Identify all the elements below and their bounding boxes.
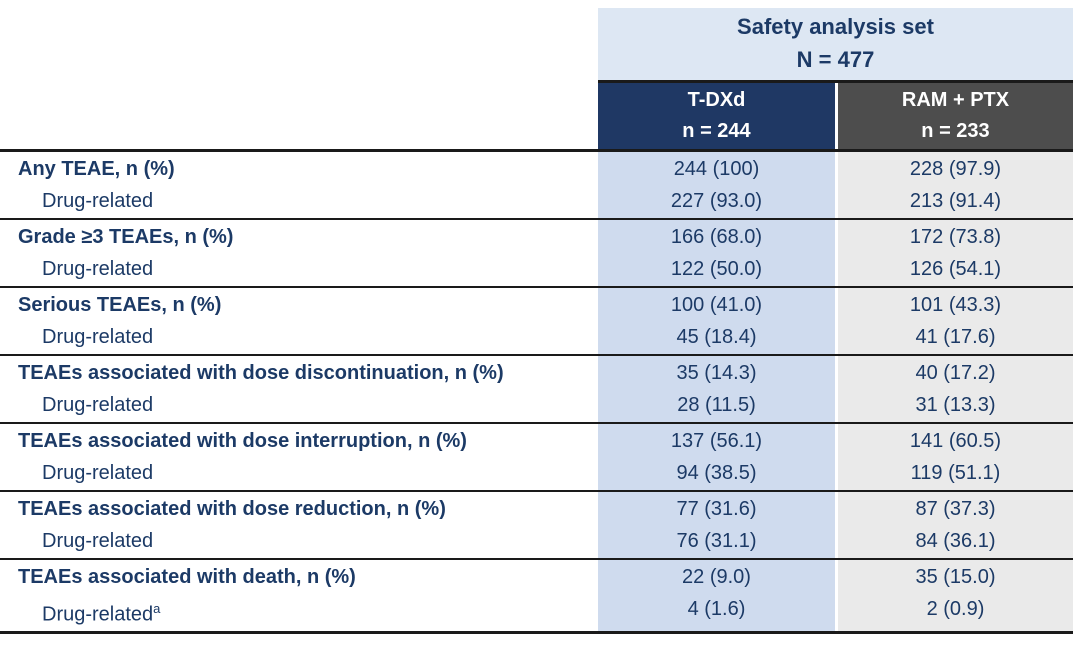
tdxd-value-cell: 244 (100) 227 (93.0) xyxy=(598,152,838,218)
tdxd-value-cell: 166 (68.0) 122 (50.0) xyxy=(598,220,838,286)
tdxd-value: 244 (100) xyxy=(673,158,760,180)
ram-ptx-value: 101 (43.3) xyxy=(909,294,1002,316)
table-row-dose-reduction: TEAEs associated with dose reduction, n … xyxy=(0,492,1073,560)
ram-ptx-n-label: n = 233 xyxy=(921,120,990,142)
column-header-row: T-DXd n = 244 RAM + PTX n = 233 xyxy=(0,80,1073,152)
tdxd-value-cell: 77 (31.6) 76 (31.1) xyxy=(598,492,838,558)
row-label: Serious TEAEs, n (%) xyxy=(18,294,222,316)
tdxd-value: 22 (9.0) xyxy=(682,566,751,588)
row-label-cell: Serious TEAEs, n (%) Drug-related xyxy=(0,288,598,354)
tdxd-value: 100 (41.0) xyxy=(670,294,763,316)
ram-ptx-sub-value: 213 (91.4) xyxy=(909,190,1002,212)
span-header-row: Safety analysis set N = 477 xyxy=(0,8,1073,80)
ram-ptx-value-cell: 101 (43.3) 41 (17.6) xyxy=(838,288,1073,354)
tdxd-sub-value: 4 (1.6) xyxy=(687,598,746,620)
ram-ptx-value-cell: 35 (15.0) 2 (0.9) xyxy=(838,560,1073,631)
table-row-dose-interruption: TEAEs associated with dose interruption,… xyxy=(0,424,1073,492)
row-sub-label: Drug-related xyxy=(42,258,154,280)
safety-analysis-table: Safety analysis set N = 477 T-DXd n = 24… xyxy=(0,8,1073,634)
table-row-any-teae: Any TEAE, n (%) Drug-related 244 (100) 2… xyxy=(0,152,1073,220)
ram-ptx-value: 228 (97.9) xyxy=(909,158,1002,180)
ram-ptx-sub-value: 31 (13.3) xyxy=(915,394,996,416)
ram-ptx-value-cell: 172 (73.8) 126 (54.1) xyxy=(838,220,1073,286)
ram-ptx-value-cell: 40 (17.2) 31 (13.3) xyxy=(838,356,1073,422)
tdxd-n-label: n = 244 xyxy=(682,120,751,142)
tdxd-value: 137 (56.1) xyxy=(670,430,763,452)
tdxd-value-cell: 35 (14.3) 28 (11.5) xyxy=(598,356,838,422)
row-label-cell: TEAEs associated with death, n (%) Drug-… xyxy=(0,560,598,631)
tdxd-value-cell: 100 (41.0) 45 (18.4) xyxy=(598,288,838,354)
ram-ptx-sub-value: 84 (36.1) xyxy=(915,530,996,552)
table-row-death: TEAEs associated with death, n (%) Drug-… xyxy=(0,560,1073,634)
row-sub-label-text: Drug-related xyxy=(42,603,154,626)
ram-ptx-sub-value: 2 (0.9) xyxy=(926,598,985,620)
tdxd-value: 77 (31.6) xyxy=(676,498,757,520)
tdxd-sub-value: 45 (18.4) xyxy=(676,326,757,348)
tdxd-value-cell: 22 (9.0) 4 (1.6) xyxy=(598,560,838,631)
ram-ptx-value-cell: 87 (37.3) 84 (36.1) xyxy=(838,492,1073,558)
row-label-cell: TEAEs associated with dose discontinuati… xyxy=(0,356,598,422)
row-sub-label: Drug-related xyxy=(42,394,154,416)
tdxd-label: T-DXd xyxy=(687,89,746,111)
ram-ptx-value-cell: 141 (60.5) 119 (51.1) xyxy=(838,424,1073,490)
row-sub-label: Drug-related xyxy=(42,530,154,552)
tdxd-sub-value: 122 (50.0) xyxy=(670,258,763,280)
row-label: TEAEs associated with death, n (%) xyxy=(18,566,356,588)
tdxd-sub-value: 76 (31.1) xyxy=(676,530,757,552)
column-header-block: T-DXd n = 244 RAM + PTX n = 233 xyxy=(598,80,1073,149)
row-label: TEAEs associated with dose interruption,… xyxy=(18,430,467,452)
tdxd-value: 35 (14.3) xyxy=(676,362,757,384)
ram-ptx-value: 141 (60.5) xyxy=(909,430,1002,452)
tdxd-sub-value: 28 (11.5) xyxy=(677,394,756,416)
row-label: Grade ≥3 TEAEs, n (%) xyxy=(18,226,234,248)
row-label-cell: Grade ≥3 TEAEs, n (%) Drug-related xyxy=(0,220,598,286)
row-sub-label: Drug-related xyxy=(42,326,154,348)
row-sub-label: Drug-relateda xyxy=(18,593,598,631)
row-sub-label: Drug-related xyxy=(42,190,154,212)
row-sub-label: Drug-related xyxy=(42,462,154,484)
tdxd-value: 166 (68.0) xyxy=(670,226,763,248)
ram-ptx-value: 172 (73.8) xyxy=(909,226,1002,248)
tdxd-sub-value: 94 (38.5) xyxy=(676,462,757,484)
ram-ptx-sub-value: 126 (54.1) xyxy=(909,258,1002,280)
footnote-marker-a: a xyxy=(153,601,161,616)
table-row-serious-teaes: Serious TEAEs, n (%) Drug-related 100 (4… xyxy=(0,288,1073,356)
row-label-cell: TEAEs associated with dose reduction, n … xyxy=(0,492,598,558)
ram-ptx-label: RAM + PTX xyxy=(901,89,1010,111)
tdxd-value-cell: 137 (56.1) 94 (38.5) xyxy=(598,424,838,490)
ram-ptx-value: 40 (17.2) xyxy=(915,362,996,384)
ram-ptx-value-cell: 228 (97.9) 213 (91.4) xyxy=(838,152,1073,218)
span-header-title: Safety analysis set xyxy=(737,14,934,39)
safety-analysis-set-header: Safety analysis set N = 477 xyxy=(598,8,1073,80)
column-header-tdxd: T-DXd n = 244 xyxy=(598,83,838,149)
row-label: TEAEs associated with dose discontinuati… xyxy=(18,362,504,384)
ram-ptx-sub-value: 119 (51.1) xyxy=(910,462,1001,484)
table-row-grade3-teaes: Grade ≥3 TEAEs, n (%) Drug-related 166 (… xyxy=(0,220,1073,288)
tdxd-sub-value: 227 (93.0) xyxy=(670,190,763,212)
row-label: TEAEs associated with dose reduction, n … xyxy=(18,498,446,520)
ram-ptx-sub-value: 41 (17.6) xyxy=(915,326,996,348)
row-label: Any TEAE, n (%) xyxy=(18,158,175,180)
column-header-ram-ptx: RAM + PTX n = 233 xyxy=(838,83,1073,149)
row-label-cell: TEAEs associated with dose interruption,… xyxy=(0,424,598,490)
row-label-cell: Any TEAE, n (%) Drug-related xyxy=(0,152,598,218)
table-row-dose-discontinuation: TEAEs associated with dose discontinuati… xyxy=(0,356,1073,424)
ram-ptx-value: 35 (15.0) xyxy=(915,566,996,588)
span-header-n-total: N = 477 xyxy=(796,47,875,72)
ram-ptx-value: 87 (37.3) xyxy=(915,498,996,520)
